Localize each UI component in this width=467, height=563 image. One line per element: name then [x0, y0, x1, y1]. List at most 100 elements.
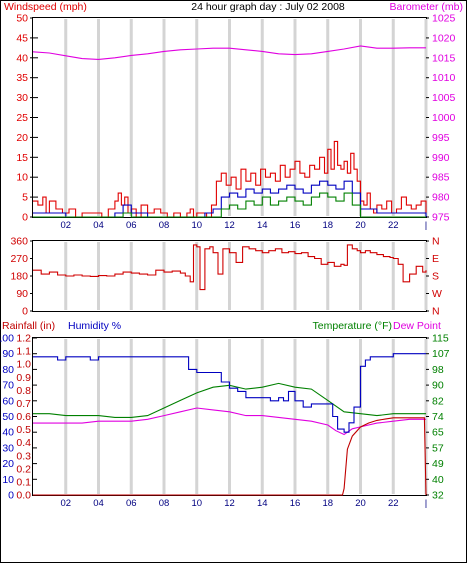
x-tick-label: 16: [290, 220, 301, 231]
series-dew-point: [33, 407, 426, 436]
x-tick-label: |: [425, 498, 427, 509]
y-tick-label: 57: [432, 442, 444, 454]
humidity-axis-label: Humidity %: [68, 320, 121, 332]
windspeed-axis-label: Windspeed (mph): [4, 1, 87, 13]
humidity-tick-label: 40: [2, 427, 14, 439]
y-tick-label: 49: [432, 458, 444, 470]
humidity-tick-label: 10: [2, 474, 14, 486]
y-tick-label: 1025: [432, 13, 456, 25]
y-tick-label: S: [432, 271, 439, 283]
rainfall-tick-label: 0.1: [16, 476, 31, 488]
x-tick-label: 14: [257, 220, 268, 231]
y-tick-label: 990: [432, 152, 450, 164]
humidity-tick-label: 60: [2, 395, 14, 407]
humidity-tick-label: 70: [2, 380, 14, 392]
rainfall-tick-label: 0.0: [16, 490, 31, 502]
y-tick-label: 1005: [432, 92, 456, 104]
x-tick-label: 02: [60, 498, 71, 509]
x-tick-label: 06: [126, 498, 137, 509]
y-tick-label: 270: [10, 253, 28, 265]
y-tick-label: 0: [22, 212, 28, 224]
rainfall-tick-label: 0.9: [16, 372, 31, 384]
y-tick-label: 1015: [432, 52, 456, 64]
x-tick-label: 08: [159, 220, 170, 231]
y-tick-label: 32: [432, 490, 444, 502]
humidity-tick-label: 100: [0, 333, 14, 345]
y-tick-label: E: [432, 253, 439, 265]
rainfall-tick-label: 1.1: [16, 346, 31, 358]
y-tick-label: 5: [22, 192, 28, 204]
x-tick-label: 08: [159, 498, 170, 509]
x-tick-label: 14: [257, 498, 268, 509]
y-tick-label: 45: [16, 32, 28, 44]
y-tick-label: 40: [16, 52, 28, 64]
x-tick-label: 22: [388, 498, 399, 509]
barometer-axis-label: Barometer (mb): [389, 1, 463, 13]
y-tick-label: N: [432, 306, 440, 318]
humidity-tick-label: 80: [2, 364, 14, 376]
y-tick-label: 25: [16, 112, 28, 124]
y-tick-label: 1000: [432, 112, 456, 124]
series-barometer: [32, 45, 426, 60]
y-tick-label: 98: [432, 364, 444, 376]
rain-humidity-temp-plot: 0 10 20 30 40 50 60 70 80 90 100 0.0 0.10.20.30.40.5…: [0, 333, 450, 510]
y-tick-label: 107: [432, 348, 450, 360]
humidity-tick-label: 50: [2, 411, 14, 423]
rainfall-tick-label: 1.2: [16, 333, 31, 345]
series-rainfall: [33, 417, 427, 496]
y-tick-label: W: [432, 288, 442, 300]
x-tick-label: 10: [191, 498, 202, 509]
y-tick-label: 90: [432, 380, 444, 392]
y-tick-label: 1010: [432, 72, 456, 84]
wind-baro-plot: 0510152025303540455097598098599099510001…: [16, 13, 455, 232]
x-tick-label: 12: [224, 498, 235, 509]
rainfall-tick-label: 0.3: [16, 450, 31, 462]
rainfall-tick-label: 0.2: [16, 463, 31, 475]
x-tick-label: 20: [355, 498, 366, 509]
x-tick-label: 12: [224, 220, 235, 231]
rainfall-tick-label: 0.8: [16, 385, 31, 397]
rainfall-axis-label: Rainfall (in): [2, 320, 55, 332]
dew-point-axis-label: Dew Point: [393, 320, 441, 332]
y-tick-label: 980: [432, 192, 450, 204]
y-tick-label: 40: [432, 474, 444, 486]
y-tick-label: 975: [432, 212, 450, 224]
y-tick-label: 115: [432, 333, 449, 345]
series-wind-average: [33, 180, 427, 218]
rainfall-tick-label: 0.4: [16, 437, 31, 449]
y-tick-label: 35: [16, 72, 28, 84]
x-tick-label: 18: [322, 498, 333, 509]
y-tick-label: 985: [432, 172, 450, 184]
humidity-tick-label: 90: [2, 348, 14, 360]
y-tick-label: 74: [432, 411, 444, 423]
x-tick-label: 10: [191, 220, 202, 231]
rainfall-tick-label: 0.5: [16, 424, 31, 436]
y-tick-label: 30: [16, 92, 28, 104]
series-wind-gust: [33, 140, 427, 218]
x-tick-label: 20: [355, 220, 366, 231]
x-tick-label: 06: [126, 220, 137, 231]
x-tick-label: 18: [322, 220, 333, 231]
y-tick-label: 995: [432, 132, 450, 144]
x-tick-label: 04: [93, 498, 104, 509]
rainfall-tick-label: 1.0: [16, 359, 31, 371]
y-tick-label: 0: [22, 306, 28, 318]
series-wind-low: [33, 192, 426, 218]
series-wind-direction: [33, 244, 427, 291]
x-tick-label: 16: [290, 498, 301, 509]
x-tick-label: 04: [93, 220, 104, 231]
y-tick-label: 360: [10, 236, 28, 248]
y-tick-label: 20: [16, 132, 28, 144]
x-tick-label: |: [425, 220, 427, 231]
y-tick-label: 90: [16, 288, 28, 300]
y-tick-label: 15: [16, 152, 28, 164]
x-tick-label: 22: [388, 220, 399, 231]
series-humidity: [33, 353, 426, 433]
x-tick-label: 02: [60, 220, 71, 231]
humidity-tick-label: 20: [2, 458, 14, 470]
y-tick-label: 50: [16, 13, 28, 25]
rainfall-tick-label: 0.6: [16, 411, 31, 423]
y-tick-label: 65: [432, 427, 444, 439]
